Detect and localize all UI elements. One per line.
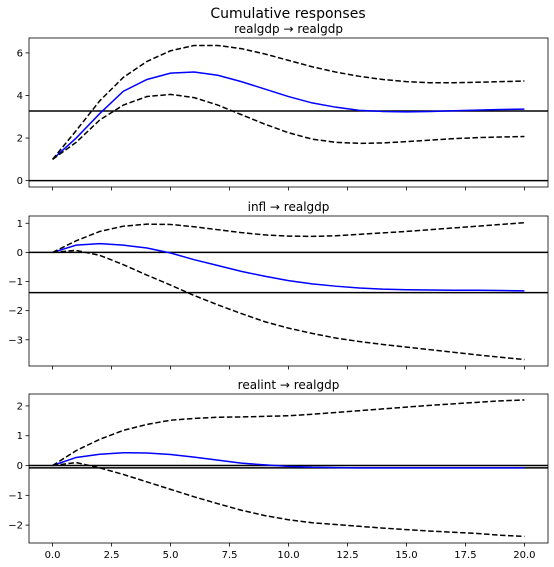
- panel-1: realgdp → realgdp 0 2 4 6: [17, 22, 549, 191]
- x-tick-label: 7.5: [222, 550, 238, 561]
- x-tick-label: 20.0: [513, 550, 535, 561]
- x-tick-label: 17.5: [454, 550, 476, 561]
- response-line: [52, 71, 525, 160]
- response-line: [52, 451, 525, 469]
- confidence-band-upper: [52, 221, 525, 254]
- confidence-band-upper: [52, 399, 525, 467]
- y-tick-label: 1: [17, 219, 23, 230]
- y-tick-label: −2: [8, 521, 23, 532]
- figure-title: Cumulative responses: [210, 6, 365, 22]
- y-tick-label: −1: [8, 277, 23, 288]
- confidence-band-lower: [52, 249, 525, 361]
- x-tick-label: 5.0: [163, 550, 179, 561]
- y-tick-label: 2: [17, 401, 23, 412]
- x-tick-label: 12.5: [336, 550, 358, 561]
- y-tick-label: −1: [8, 491, 23, 502]
- panel-3: realint → realgdp 2 1 0 −1 −2 0.0 2.5 5.0 7.5 10.0…: [8, 378, 549, 561]
- confidence-band-lower: [52, 461, 525, 538]
- y-tick-label: 1: [17, 431, 23, 442]
- x-tick-label: 0.0: [45, 550, 61, 561]
- y-tick-label: 0: [17, 461, 23, 472]
- y-tick-label: −2: [8, 306, 23, 317]
- x-tick-label: 10.0: [277, 550, 299, 561]
- confidence-band-upper: [52, 44, 525, 160]
- y-tick-label: 4: [17, 91, 23, 102]
- y-tick-label: 0: [17, 248, 23, 259]
- panel-title: infl → realgdp: [248, 200, 330, 214]
- y-tick-label: 6: [17, 48, 23, 59]
- x-tick-label: 15.0: [395, 550, 417, 561]
- y-tick-label: 0: [17, 176, 23, 187]
- x-tick-label: 2.5: [104, 550, 120, 561]
- confidence-band-lower: [52, 93, 525, 160]
- panel-title: realint → realgdp: [238, 378, 340, 392]
- y-tick-label: −3: [8, 335, 23, 346]
- y-tick-label: 2: [17, 134, 23, 145]
- response-line: [52, 242, 525, 292]
- panel-2: infl → realgdp 1 0 −1 −2 −3: [8, 200, 549, 370]
- panel-title: realgdp → realgdp: [234, 22, 343, 36]
